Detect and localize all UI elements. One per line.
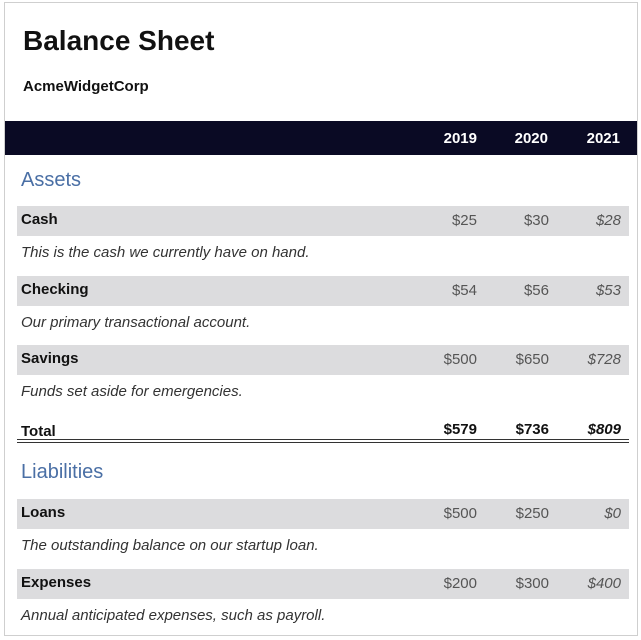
liability-row-loans: Loans $500 $250 $0 [17,499,629,529]
value-2019: $25 [451,212,477,229]
row-description: This is the cash we currently have on ha… [21,244,310,261]
liability-row-expenses: Expenses $200 $300 $400 [17,569,629,599]
value-2021: $400 [587,575,621,592]
asset-row-checking: Checking $54 $56 $53 [17,276,629,306]
row-description: The outstanding balance on our startup l… [21,537,319,554]
year-header-2021: 2021 [586,130,620,147]
value-2020: $56 [523,282,549,299]
section-heading-assets: Assets [21,169,82,191]
page-title: Balance Sheet [23,25,215,56]
value-2021: $28 [595,212,621,229]
value-2021: $0 [604,505,621,522]
row-label: Expenses [21,574,92,591]
asset-row-cash: Cash $25 $30 $28 [17,206,629,236]
value-2019: $200 [443,575,477,592]
value-2021: $728 [587,351,621,368]
total-2020: $736 [515,421,549,438]
row-label: Savings [21,350,79,367]
section-heading-liabilities: Liabilities [21,461,104,483]
assets-total-row: Total $579 $736 $809 [17,417,629,443]
value-2020: $250 [515,505,549,522]
value-2019: $500 [443,351,477,368]
company-name: AcmeWidgetCorp [23,78,149,95]
value-2020: $30 [523,212,549,229]
row-label: Checking [21,281,89,298]
total-2021: $809 [587,421,621,438]
total-label: Total [21,423,56,440]
row-label: Loans [21,504,66,521]
year-header-2020: 2020 [514,130,548,147]
value-2020: $650 [515,351,549,368]
year-header-2019: 2019 [443,130,477,147]
row-description: Our primary transactional account. [21,314,251,331]
value-2019: $500 [443,505,477,522]
row-label: Cash [21,211,58,228]
value-2019: $54 [451,282,477,299]
value-2020: $300 [515,575,549,592]
row-description: Annual anticipated expenses, such as pay… [21,607,326,624]
asset-row-savings: Savings $500 $650 $728 [17,345,629,375]
total-2019: $579 [443,421,477,438]
year-header-bar: 2019 2020 2021 [5,121,637,155]
value-2021: $53 [595,282,621,299]
row-description: Funds set aside for emergencies. [21,383,243,400]
balance-sheet-card: Balance Sheet AcmeWidgetCorp 2019 2020 2… [4,2,638,636]
